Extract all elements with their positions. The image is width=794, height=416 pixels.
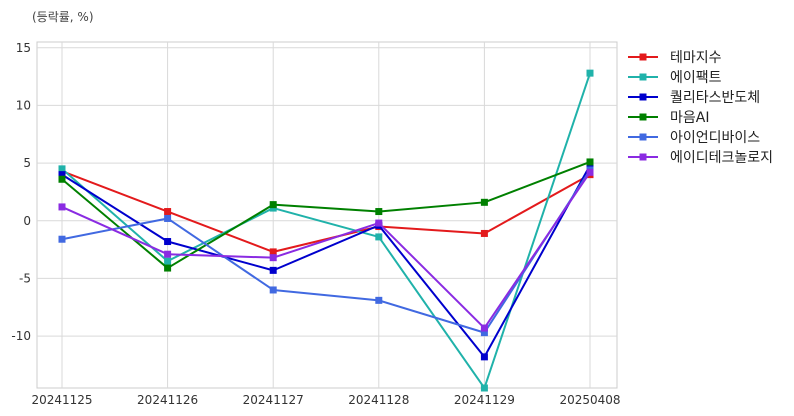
plot-area <box>36 41 618 389</box>
series-line <box>61 164 591 358</box>
data-point <box>269 286 277 294</box>
legend-label: 퀄리타스반도체 <box>670 90 760 106</box>
legend-swatch-marker <box>639 93 647 101</box>
legend-swatch-marker <box>639 73 647 81</box>
legend-item: 퀄리타스반도체 <box>628 90 760 106</box>
y-tick-label: 15 <box>16 41 31 55</box>
x-tick-label: 20241127 <box>243 393 304 407</box>
data-point <box>58 175 66 183</box>
legend-swatch-marker <box>639 133 647 141</box>
data-point <box>269 254 277 262</box>
data-point <box>164 238 172 246</box>
data-point <box>586 69 594 77</box>
data-point <box>164 250 172 258</box>
legend-item: 아이언디바이스 <box>628 130 760 146</box>
y-tick-label: -5 <box>19 271 31 285</box>
data-point <box>480 384 488 392</box>
data-point <box>480 329 488 337</box>
data-point <box>375 233 383 241</box>
x-tick-label: 20250408 <box>559 393 620 407</box>
series-6 <box>58 168 594 332</box>
data-point <box>58 171 66 179</box>
legend-label: 마음AI <box>670 110 709 126</box>
data-point <box>375 219 383 227</box>
y-tick-label: -10 <box>11 329 31 343</box>
legend-label: 테마지수 <box>670 50 722 66</box>
series-line <box>61 171 591 330</box>
legend-item: 마음AI <box>628 110 709 126</box>
data-point <box>586 158 594 166</box>
y-tick-label: 10 <box>16 98 31 112</box>
legend-swatch-marker <box>639 113 647 121</box>
y-unit-label: (등락률, %) <box>32 10 94 24</box>
series-line <box>61 169 591 334</box>
y-tick-label: 5 <box>23 156 31 170</box>
series-line <box>61 161 591 270</box>
legend-label: 아이언디바이스 <box>670 130 760 146</box>
x-tick-label: 20241126 <box>137 393 198 407</box>
data-point <box>480 198 488 206</box>
x-tick-label: 20241125 <box>31 393 92 407</box>
data-point <box>164 264 172 272</box>
legend-swatch-marker <box>639 53 647 61</box>
legend-item: 테마지수 <box>628 50 722 66</box>
data-point <box>375 296 383 304</box>
data-point <box>375 208 383 216</box>
data-point <box>164 208 172 216</box>
legend-label: 에이팩트 <box>670 70 722 86</box>
data-point <box>269 248 277 256</box>
data-point <box>480 229 488 237</box>
data-point <box>58 235 66 243</box>
data-point <box>480 353 488 361</box>
legend-swatch-marker <box>639 153 647 161</box>
data-point <box>269 201 277 209</box>
legend-item: 에이디테크놀로지 <box>628 150 773 166</box>
series-line <box>61 170 591 253</box>
legend-item: 에이팩트 <box>628 70 722 86</box>
y-tick-label: 0 <box>23 214 31 228</box>
data-point <box>58 165 66 173</box>
legend-label: 에이디테크놀로지 <box>670 150 773 166</box>
data-point <box>164 214 172 222</box>
data-point <box>164 257 172 265</box>
x-tick-label: 20241129 <box>454 393 515 407</box>
x-tick-label: 20241128 <box>348 393 409 407</box>
series-4 <box>58 158 594 272</box>
data-point <box>586 168 594 176</box>
data-point <box>269 266 277 274</box>
data-point <box>58 203 66 211</box>
data-point <box>480 324 488 332</box>
